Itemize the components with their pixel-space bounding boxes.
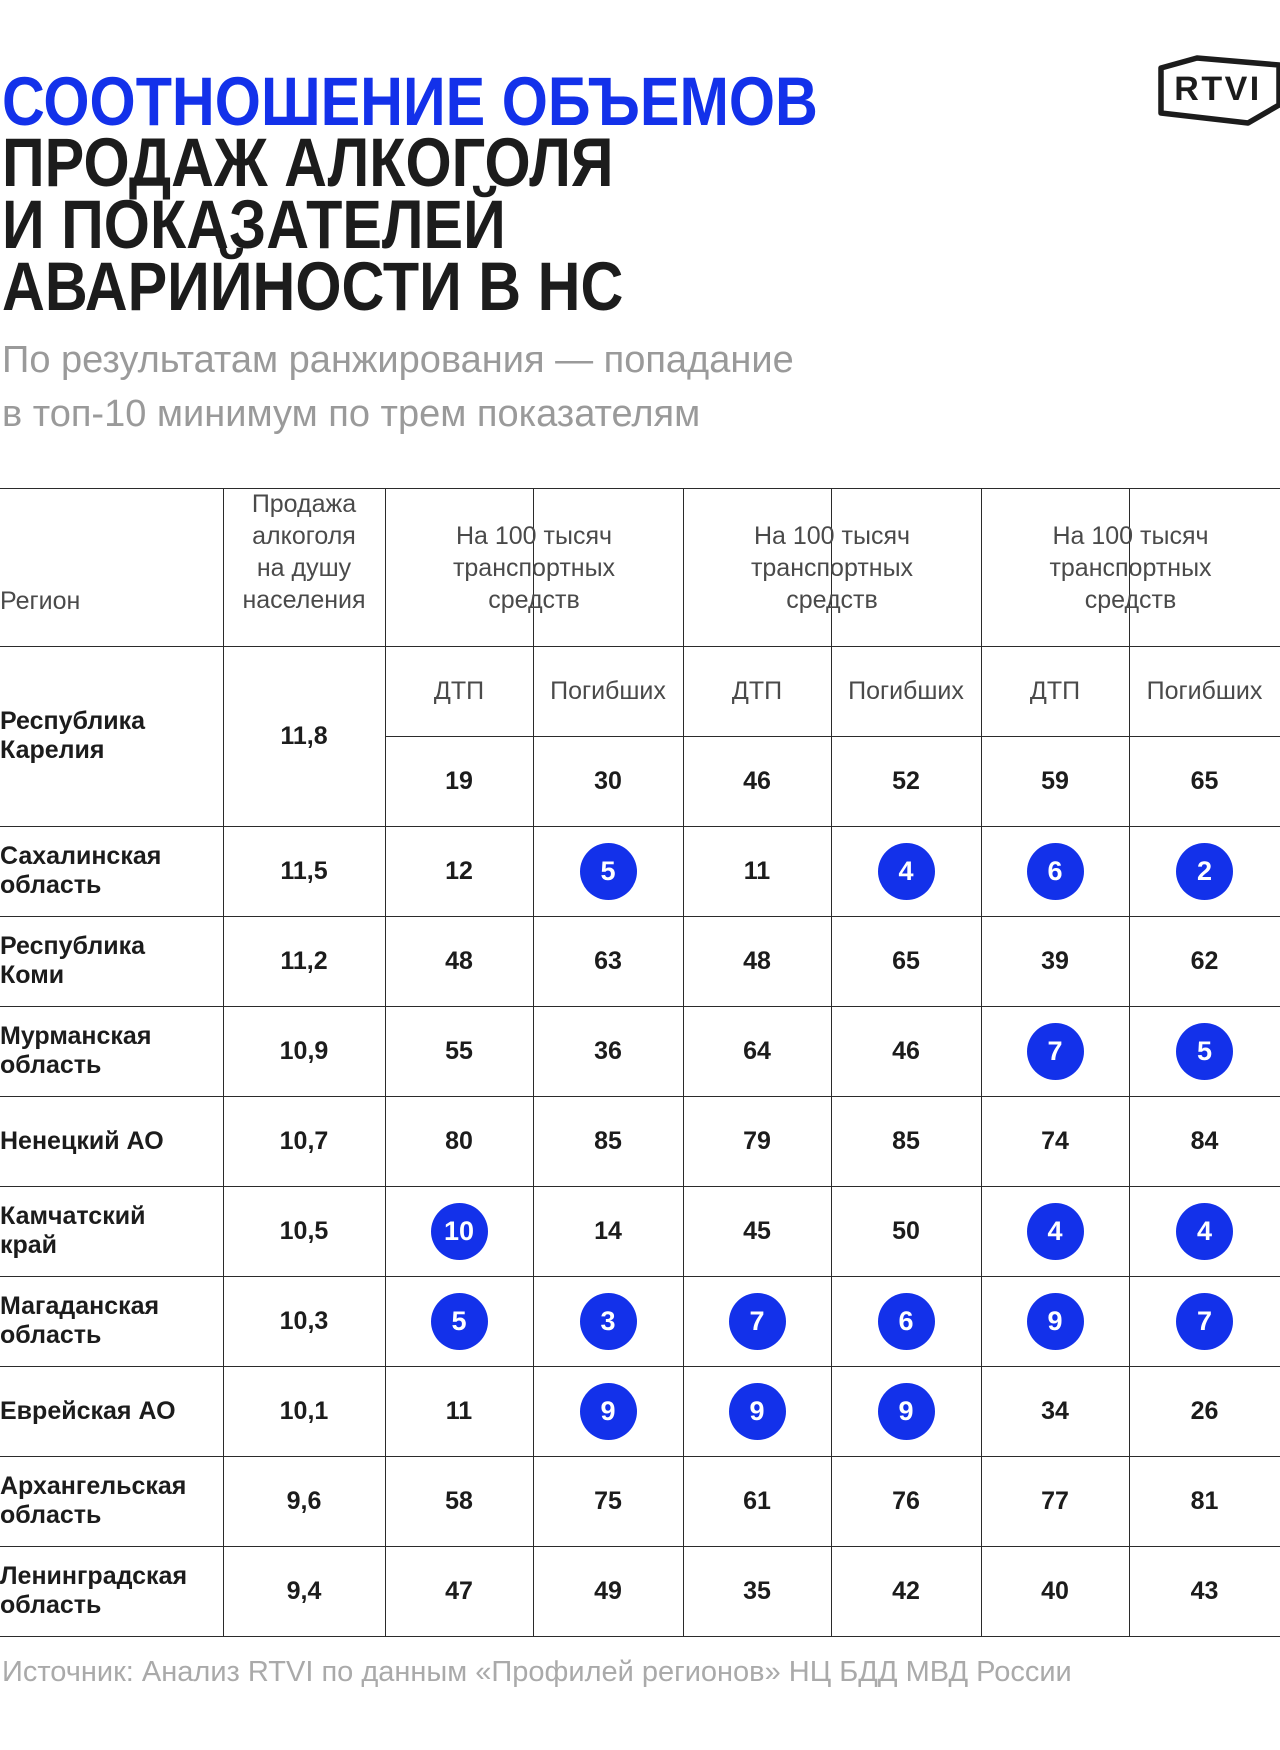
svg-text:RTVI: RTVI bbox=[1174, 70, 1261, 108]
